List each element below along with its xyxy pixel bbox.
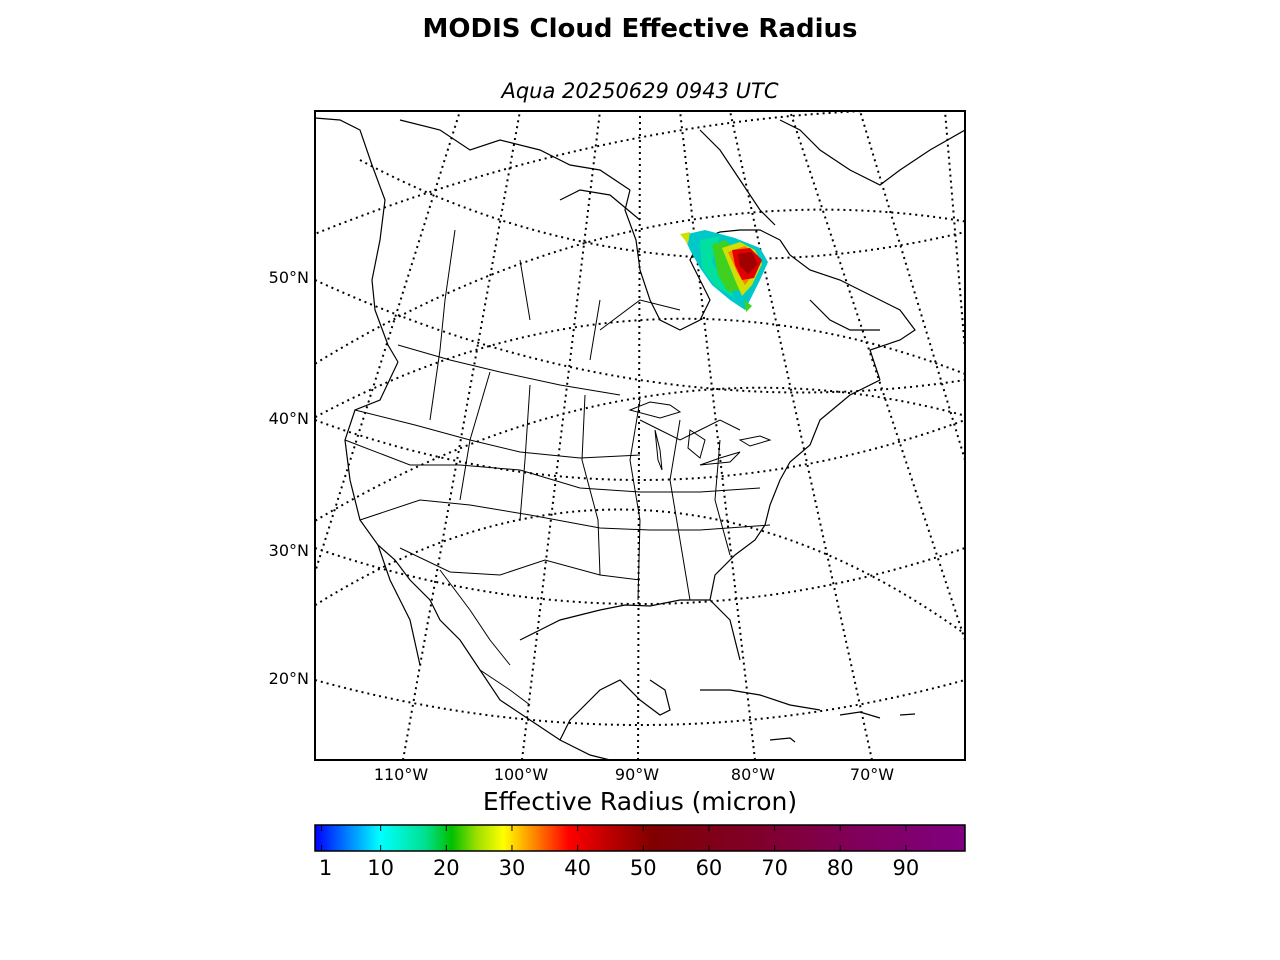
map-frame xyxy=(314,110,966,761)
lon-label-100w: 100°W xyxy=(493,765,549,784)
lat-label-30n: 30°N xyxy=(268,541,309,560)
lon-label-70w: 70°W xyxy=(849,765,895,784)
colorbar-tick-label: 10 xyxy=(367,856,395,880)
cloud-data-patch xyxy=(680,230,768,312)
lon-label-80w: 80°W xyxy=(730,765,776,784)
colorbar-tick-label: 1 xyxy=(318,856,333,880)
colorbar-tick-label: 70 xyxy=(761,856,788,880)
figure-title: MODIS Cloud Effective Radius xyxy=(422,14,858,44)
graticule-parallels xyxy=(315,111,965,726)
colorbar-gradient xyxy=(314,824,966,852)
lon-label-90w: 90°W xyxy=(614,765,660,784)
colorbar-ticks xyxy=(321,825,907,851)
colorbar-tick-label: 30 xyxy=(498,856,526,880)
colorbar-tick-label: 20 xyxy=(432,856,460,880)
colorbar-tick-label: 50 xyxy=(629,856,657,880)
lat-label-50n: 50°N xyxy=(268,268,309,287)
lon-label-110w: 110°W xyxy=(373,765,429,784)
graticule-meridians xyxy=(315,111,965,760)
colorbar-tick-label: 60 xyxy=(695,856,723,880)
lat-label-40n: 40°N xyxy=(268,409,309,428)
colorbar-tick-label: 80 xyxy=(826,856,854,880)
colorbar-title: Effective Radius (micron) xyxy=(482,787,798,816)
state-borders xyxy=(344,229,771,706)
coastlines xyxy=(315,117,965,760)
colorbar-tick-label: 40 xyxy=(564,856,591,880)
lat-label-20n: 20°N xyxy=(268,669,309,688)
great-lakes xyxy=(628,401,772,471)
figure-subtitle: Aqua 20250629 0943 UTC xyxy=(501,79,779,103)
colorbar-tick-label: 90 xyxy=(892,856,920,880)
